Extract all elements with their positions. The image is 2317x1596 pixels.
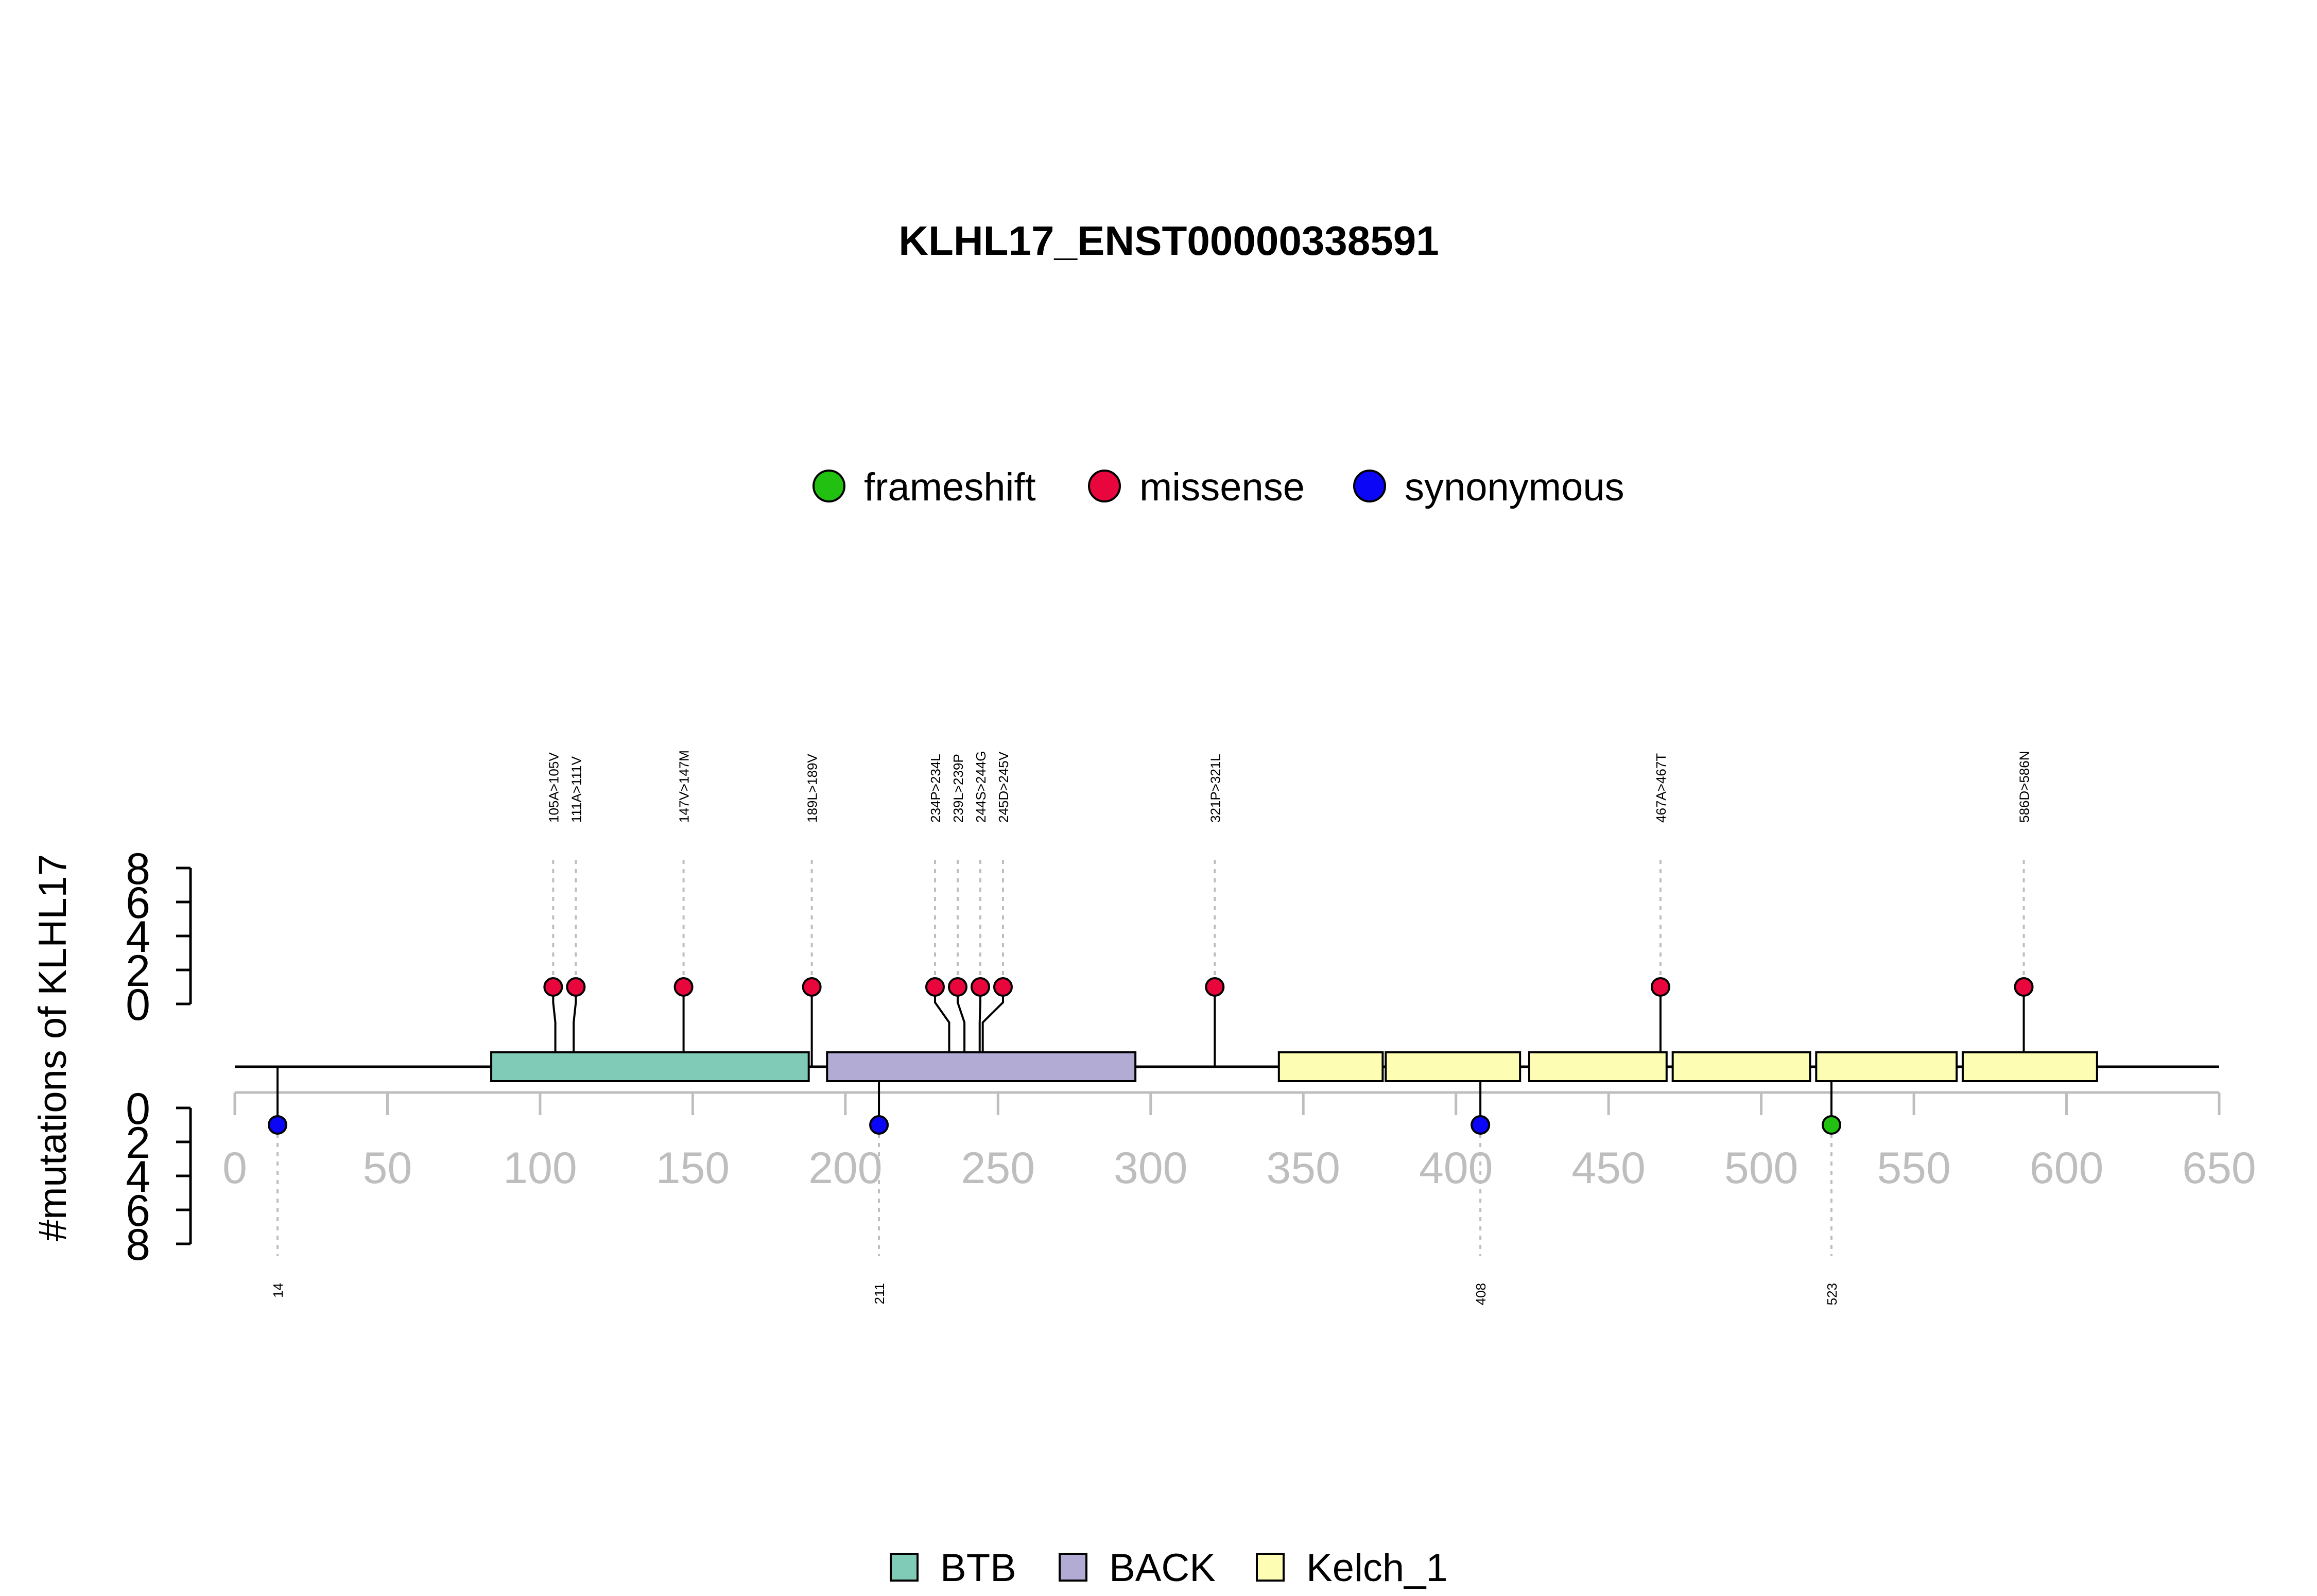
legend-label-frameshift: frameshift bbox=[864, 465, 1036, 509]
x-axis-tick-label-150: 150 bbox=[656, 1143, 730, 1193]
x-axis-tick-label-450: 450 bbox=[1571, 1143, 1646, 1193]
mutation-label-586d-586n: 586D>586N bbox=[2017, 751, 2032, 823]
lollipop-head-105a-105v bbox=[543, 977, 563, 997]
x-axis-tick-label-650: 650 bbox=[2182, 1143, 2256, 1193]
x-axis-tick-label-550: 550 bbox=[1877, 1143, 1951, 1193]
domain-kelch-1-5 bbox=[1671, 1051, 1811, 1082]
y-axis-bottom-tick-label-4: 4 bbox=[126, 1152, 150, 1202]
legend-marker-synonymous bbox=[1353, 470, 1386, 502]
y-axis-top-tick-label-0: 0 bbox=[126, 980, 150, 1030]
domain-kelch-1-6 bbox=[1815, 1051, 1958, 1082]
mutation-label-244s-244g: 244S>244G bbox=[973, 751, 989, 823]
x-axis-tick-label-200: 200 bbox=[808, 1143, 883, 1193]
x-axis: 0 50 100 150 200 250 300 350 400 450 500 550 600 650 bbox=[222, 1091, 2256, 1193]
legend-swatch-back bbox=[1059, 1553, 1087, 1582]
domain-kelch-1-3 bbox=[1385, 1051, 1521, 1082]
x-axis-tick-label-100: 100 bbox=[503, 1143, 577, 1193]
legend-label-missense: missense bbox=[1139, 465, 1305, 509]
x-axis-tick-label-300: 300 bbox=[1114, 1143, 1188, 1193]
chart-title: KLHL17_ENST00000338591 bbox=[898, 218, 1439, 264]
lollipop-head-321p-321l bbox=[1205, 977, 1225, 997]
y-axis-bottom-tick-label-8: 8 bbox=[126, 1220, 150, 1270]
legend-marker-frameshift bbox=[812, 470, 845, 502]
protein-domains bbox=[490, 1051, 2098, 1082]
x-axis-tick-label-500: 500 bbox=[1724, 1143, 1799, 1193]
lollipop-head-408 bbox=[1471, 1115, 1491, 1135]
x-axis-tick-label-400: 400 bbox=[1419, 1143, 1493, 1193]
mutation-label-14: 14 bbox=[270, 1283, 286, 1298]
legend-label-back: BACK bbox=[1109, 1546, 1216, 1590]
lollipop-head-211 bbox=[869, 1115, 889, 1135]
y-axis-top-tick-label-2: 2 bbox=[126, 946, 150, 996]
legend-swatch-kelch-1 bbox=[1256, 1553, 1285, 1582]
x-axis-tick-label-50: 50 bbox=[363, 1143, 412, 1193]
domain-kelch-1-2 bbox=[1277, 1051, 1384, 1082]
y-axis-bottom-tick-label-6: 6 bbox=[126, 1186, 150, 1236]
legend-label-synonymous: synonymous bbox=[1405, 465, 1624, 509]
domain-kelch-1-4 bbox=[1528, 1051, 1668, 1082]
x-axis-tick-label-600: 600 bbox=[2030, 1143, 2104, 1193]
x-axis-tick-label-0: 0 bbox=[222, 1143, 247, 1193]
legend-label-kelch-1: Kelch_1 bbox=[1306, 1546, 1448, 1590]
lollipop-head-234p-234l bbox=[925, 977, 945, 997]
y-axis-top-tick-label-6: 6 bbox=[126, 878, 150, 928]
domain-back-1 bbox=[826, 1051, 1137, 1082]
domain-btb-0 bbox=[490, 1051, 810, 1082]
mutation-label-239l-239p: 239L>239P bbox=[950, 754, 966, 823]
domain-kelch-1-7 bbox=[1961, 1051, 2098, 1082]
lollipop-head-523 bbox=[1821, 1115, 1841, 1135]
lollipop-head-244s-244g bbox=[970, 977, 990, 997]
domain-legend: BTB BACK Kelch_1 bbox=[890, 1546, 1448, 1590]
legend-marker-missense bbox=[1088, 470, 1121, 502]
mutation-label-408: 408 bbox=[1473, 1283, 1489, 1305]
legend-swatch-btb bbox=[890, 1553, 919, 1582]
guide-lines bbox=[276, 860, 2025, 1256]
mutation-label-105a-105v: 105A>105V bbox=[546, 752, 561, 823]
mutation-label-467a-467t: 467A>467T bbox=[1653, 753, 1669, 823]
lollipop-head-245d-245v bbox=[993, 977, 1013, 997]
lollipop-head-189l-189v bbox=[802, 977, 822, 997]
mutation-label-523: 523 bbox=[1824, 1283, 1840, 1305]
mutation-label-321p-321l: 321P>321L bbox=[1207, 754, 1223, 823]
y-axis-top-tick-label-4: 4 bbox=[126, 912, 150, 962]
lollipop-head-586d-586n bbox=[2014, 977, 2034, 997]
mutation-label-147v-147m: 147V>147M bbox=[677, 750, 692, 823]
lollipop-head-111a-111v bbox=[566, 977, 586, 997]
y-axis-bottom-tick-label-2: 2 bbox=[126, 1118, 150, 1168]
mutation-label-211: 211 bbox=[872, 1283, 887, 1304]
legend-label-btb: BTB bbox=[940, 1546, 1016, 1590]
x-axis-tick-label-250: 250 bbox=[961, 1143, 1035, 1193]
y-axis-top-tick-label-8: 8 bbox=[126, 844, 150, 894]
lollipop-head-467a-467t bbox=[1650, 977, 1670, 997]
mutation-labels: 105A>105V 111A>111V 147V>147M 189L>189V 234P… bbox=[270, 750, 2032, 1305]
mutation-label-111a-111v: 111A>111V bbox=[568, 756, 584, 823]
lollipop-head-239l-239p bbox=[947, 977, 967, 997]
mutation-label-245d-245v: 245D>245V bbox=[996, 751, 1011, 823]
mutation-label-234p-234l: 234P>234L bbox=[928, 754, 943, 823]
lollipop-head-14 bbox=[268, 1115, 288, 1135]
mutation-type-legend: frameshift missense synonymous bbox=[812, 465, 1624, 509]
mutation-label-189l-189v: 189L>189V bbox=[805, 754, 820, 823]
x-axis-tick-label-350: 350 bbox=[1266, 1143, 1340, 1193]
y-axis-bottom-tick-label-0: 0 bbox=[126, 1084, 150, 1134]
lollipop-heads bbox=[268, 977, 2034, 1135]
lollipop-head-147v-147m bbox=[673, 977, 694, 997]
y-axis-label: #mutations of KLHL17 bbox=[31, 854, 75, 1241]
